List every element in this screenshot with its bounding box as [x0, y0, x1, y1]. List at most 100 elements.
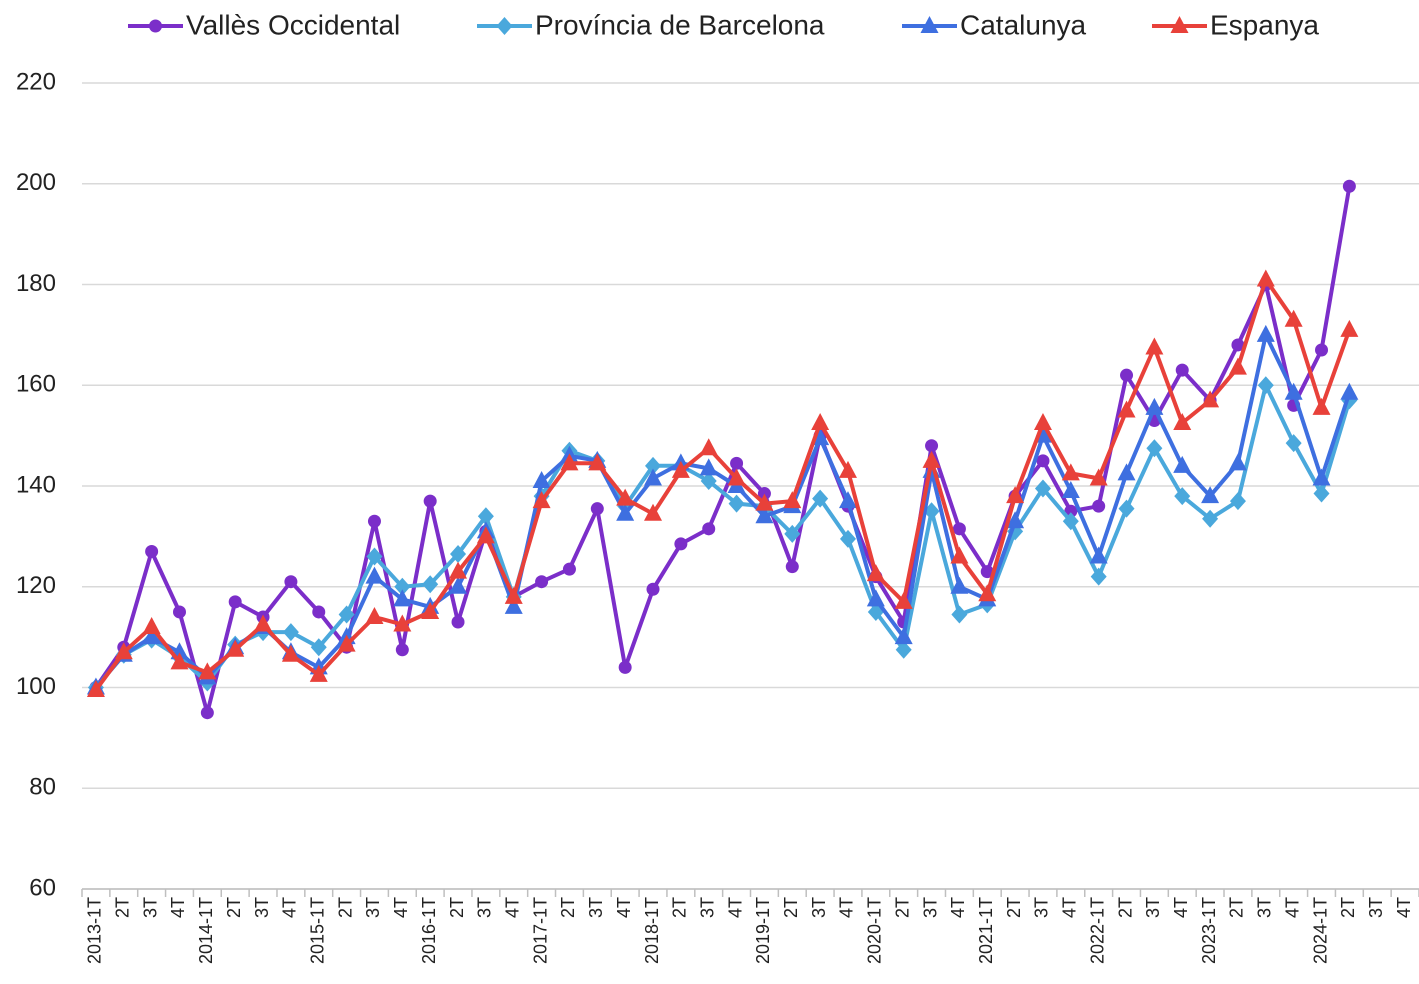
y-tick-label: 120	[16, 572, 56, 599]
marker	[645, 456, 662, 475]
x-tick-label: 2T	[892, 897, 912, 918]
marker	[895, 640, 912, 659]
marker	[338, 605, 355, 624]
x-tick-label: 2T	[1115, 897, 1135, 918]
x-tick-label: 2T	[335, 897, 355, 918]
marker	[86, 680, 105, 698]
marker	[1340, 382, 1359, 400]
marker	[504, 586, 523, 604]
series-line	[94, 185, 1352, 715]
marker	[616, 488, 635, 506]
y-tick-label: 200	[16, 169, 56, 196]
x-tick-label: 3T	[920, 897, 940, 918]
marker	[504, 596, 523, 614]
marker	[1092, 499, 1106, 513]
legend-label: Província de Barcelona	[535, 9, 825, 40]
x-tick-label: 4T	[280, 897, 300, 918]
marker	[1228, 453, 1247, 471]
marker	[1117, 400, 1136, 418]
y-tick-label: 180	[16, 270, 56, 297]
x-tick-label: 2T	[1227, 897, 1247, 918]
legend-marker	[149, 19, 162, 33]
x-tick-label: 3T	[363, 897, 383, 918]
y-tick-label: 140	[16, 471, 56, 498]
marker	[367, 514, 381, 528]
legend-label: Vallès Occidental	[186, 9, 400, 40]
marker	[1313, 484, 1330, 503]
marker	[1006, 486, 1025, 504]
marker	[1201, 390, 1220, 408]
marker	[1256, 269, 1275, 287]
y-tick-label: 60	[29, 874, 56, 901]
x-tick-label: 2T	[781, 897, 801, 918]
marker	[337, 634, 356, 652]
marker	[562, 562, 576, 576]
legend-marker	[496, 17, 513, 35]
marker	[145, 544, 159, 558]
x-tick-label: 2024-1T	[1310, 897, 1330, 964]
marker	[477, 507, 494, 526]
marker	[1117, 463, 1136, 481]
marker	[1118, 499, 1135, 518]
x-tick-label: 4T	[725, 897, 745, 918]
y-tick-label: 160	[16, 371, 56, 398]
marker	[142, 627, 161, 645]
marker	[1229, 492, 1246, 511]
marker	[1257, 376, 1274, 395]
x-tick-label: 4T	[1171, 897, 1191, 918]
marker	[170, 652, 189, 670]
marker	[728, 494, 745, 513]
marker	[394, 577, 411, 596]
marker	[476, 526, 495, 544]
marker	[646, 582, 660, 596]
marker	[1312, 468, 1331, 486]
x-tick-label: 3T	[697, 897, 717, 918]
marker	[783, 491, 802, 509]
x-tick-label: 2018-1T	[642, 897, 662, 964]
x-tick-label: 2T	[670, 897, 690, 918]
x-tick-label: 4T	[948, 897, 968, 918]
marker	[699, 438, 718, 456]
marker	[560, 453, 579, 471]
x-tick-label: 3T	[252, 897, 272, 918]
x-tick-label: 4T	[1394, 897, 1414, 918]
marker	[114, 642, 133, 660]
marker	[1201, 486, 1220, 504]
marker	[172, 605, 186, 619]
marker	[1006, 511, 1025, 529]
marker	[1202, 509, 1219, 528]
legend-label: Catalunya	[960, 9, 1087, 40]
x-tick-label: 3T	[1255, 897, 1275, 918]
x-tick-label: 3T	[140, 897, 160, 918]
marker	[1174, 487, 1191, 506]
marker	[1173, 455, 1192, 473]
series-line	[94, 332, 1352, 689]
x-tick-label: 2T	[224, 897, 244, 918]
y-tick-label: 220	[16, 68, 56, 95]
x-tick-label: 2T	[1338, 897, 1358, 918]
marker	[951, 605, 968, 624]
marker	[450, 545, 467, 564]
marker	[757, 487, 771, 501]
marker	[755, 493, 774, 511]
marker	[1062, 512, 1079, 531]
marker	[866, 589, 885, 607]
marker	[590, 502, 604, 516]
marker	[200, 706, 214, 720]
marker	[980, 565, 994, 579]
marker	[1090, 567, 1107, 586]
marker	[451, 615, 465, 629]
marker	[1033, 413, 1052, 431]
marker	[1036, 454, 1050, 468]
marker	[1145, 397, 1164, 415]
x-tick-label: 2015-1T	[308, 897, 328, 964]
marker	[1145, 337, 1164, 355]
marker	[198, 662, 217, 680]
marker	[1340, 319, 1359, 337]
marker	[281, 644, 300, 662]
x-tick-label: 4T	[502, 897, 522, 918]
series-line	[94, 277, 1352, 692]
x-tick-label: 3T	[1143, 897, 1163, 918]
marker	[644, 503, 663, 521]
x-tick-label: 2T	[113, 897, 133, 918]
